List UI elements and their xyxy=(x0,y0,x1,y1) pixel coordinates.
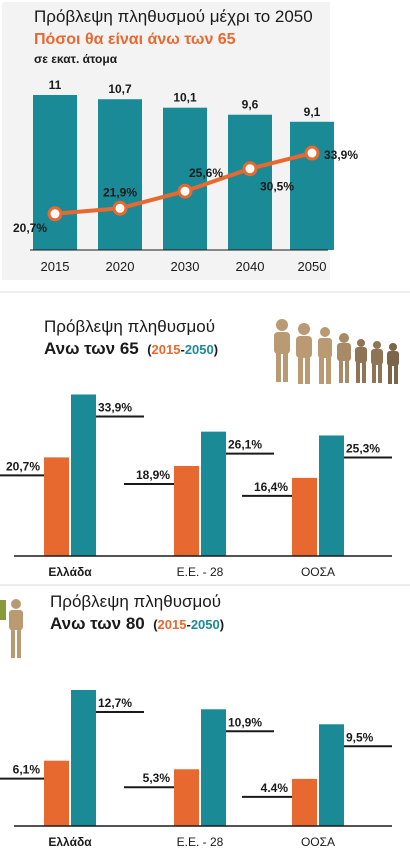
chart3-bars: 6,1% 12,7% 5,3% 10,9% 4.4% 9,5% xyxy=(0,690,392,826)
chart3-subtitle: Ανω των 80 xyxy=(50,614,145,633)
chart1-point-label-2030: 25,6% xyxy=(189,166,223,180)
chart3-label-2015-1: 5,3% xyxy=(143,771,171,785)
chart1-point-label-2015: 20,7% xyxy=(13,221,47,235)
chart2-label-2015-1: 18,9% xyxy=(136,468,170,482)
chart1-bar-label-2015: 11 xyxy=(49,78,62,92)
chart1-point-label-2020: 21,9% xyxy=(103,185,137,199)
chart2-range-open: ( xyxy=(147,342,152,357)
chart1-ticks: 2015 2020 2030 2040 2050 xyxy=(41,259,327,274)
chart2-label-2050-0: 33,9% xyxy=(98,400,132,414)
chart-over-65: Πρόβλεψη πληθυσμού Ανω των 65 (2015-2050… xyxy=(0,291,410,579)
chart3-range-start: 2015 xyxy=(158,617,187,632)
chart3-bar-2050-0 xyxy=(71,690,96,826)
chart2-categories: Ελλάδα Ε.Ε. - 28 ΟΟΣΑ xyxy=(48,565,335,579)
chart1-bar-label-2030: 10,1 xyxy=(173,91,197,105)
chart1-point-label-2050: 33,9% xyxy=(324,148,358,162)
chart3-bar-2015-2 xyxy=(292,778,317,826)
chart1-bars: 11 10,7 10,1 9,6 9,1 xyxy=(33,78,334,251)
chart2-bars: 20,7% 33,9% 18,9% 26,1% 16,4% 25,3% xyxy=(0,394,392,556)
chart1-unit: σε εκατ. άτομα xyxy=(34,52,118,66)
chart2-range-start: 2015 xyxy=(152,342,181,357)
chart1-tick-2015: 2015 xyxy=(41,259,70,274)
chart3-range-dash: - xyxy=(186,617,190,632)
chart3-label-2050-1: 10,9% xyxy=(228,715,262,729)
chart1-tick-2040: 2040 xyxy=(236,259,265,274)
chart3-bar-2015-1 xyxy=(174,769,199,826)
person-silhouette-icon xyxy=(0,599,23,658)
chart2-subtitle-line: Ανω των 65 (2015-2050) xyxy=(44,339,218,358)
chart3-category-2: ΟΟΣΑ xyxy=(301,835,335,849)
chart3-label-2015-2: 4.4% xyxy=(261,781,289,795)
chart1-point-2050 xyxy=(304,145,320,161)
chart3-category-0: Ελλάδα xyxy=(48,835,92,849)
chart3-bar-2050-1 xyxy=(201,709,226,826)
chart2-bar-2050-1 xyxy=(201,431,226,556)
chart2-category-2: ΟΟΣΑ xyxy=(301,565,335,579)
chart3-label-2050-0: 12,7% xyxy=(98,696,132,710)
chart2-range-end: 2050 xyxy=(185,342,214,357)
chart1-subtitle: Πόσοι θα είναι άνω των 65 xyxy=(34,31,236,48)
chart1-tick-2050: 2050 xyxy=(298,259,327,274)
chart2-range-dash: - xyxy=(180,342,184,357)
chart1-point-2020 xyxy=(112,200,128,216)
chart2-category-0: Ελλάδα xyxy=(48,565,92,579)
chart2-bar-2015-2 xyxy=(292,477,317,556)
chart2-label-2050-1: 26,1% xyxy=(228,438,262,452)
chart1-bar-label-2020: 10,7 xyxy=(108,82,132,96)
chart2-subtitle: Ανω των 65 xyxy=(44,339,139,358)
chart2-label-2015-2: 16,4% xyxy=(254,480,288,494)
chart-population-forecast: Πρόβλεψη πληθυσμού μέχρι το 2050 Πόσοι θ… xyxy=(2,2,358,280)
chart1-bar-2015 xyxy=(33,95,77,250)
chart3-range-end: 2050 xyxy=(191,617,220,632)
chart3-title: Πρόβλεψη πληθυσμού xyxy=(50,592,221,611)
chart1-bar-2030 xyxy=(163,107,207,250)
chart2-range-close: ) xyxy=(214,342,218,357)
chart-over-80: Πρόβλεψη πληθυσμού Ανω των 80 (2015-2050… xyxy=(0,584,410,849)
chart2-bar-2050-0 xyxy=(71,394,96,556)
chart1-bar-label-2050: 9,1 xyxy=(304,105,321,119)
chart1-line: 20,7% 21,9% 25,6% 30,5% 33,9% xyxy=(13,145,358,235)
chart2-bar-2050-2 xyxy=(319,435,344,556)
chart3-label-2050-2: 9,5% xyxy=(346,730,374,744)
people-silhouette-icon xyxy=(274,319,399,384)
chart2-bar-2015-0 xyxy=(44,457,69,556)
chart1-point-2030 xyxy=(177,183,193,199)
chart3-category-1: Ε.Ε. - 28 xyxy=(177,835,224,849)
chart2-title: Πρόβλεψη πληθυσμού xyxy=(44,317,215,336)
chart2-label-2015-0: 20,7% xyxy=(6,459,40,473)
chart3-label-2015-0: 6,1% xyxy=(13,763,41,777)
chart1-bar-label-2040: 9,6 xyxy=(242,98,259,112)
chart3-bar-2050-2 xyxy=(319,724,344,826)
chart2-bar-2015-1 xyxy=(174,465,199,556)
chart1-point-2015 xyxy=(47,206,63,222)
chart1-point-2040 xyxy=(242,161,258,177)
chart1-bar-2040 xyxy=(228,114,272,251)
chart1-bar-2020 xyxy=(98,99,142,251)
chart3-range-close: ) xyxy=(220,617,224,632)
chart3-range-open: ( xyxy=(153,617,158,632)
chart1-title: Πρόβλεψη πληθυσμού μέχρι το 2050 xyxy=(34,7,313,26)
chart1-bar-2050 xyxy=(290,121,334,250)
chart3-subtitle-line: Ανω των 80 (2015-2050) xyxy=(50,614,224,633)
chart3-categories: Ελλάδα Ε.Ε. - 28 ΟΟΣΑ xyxy=(48,835,335,849)
chart2-category-1: Ε.Ε. - 28 xyxy=(177,565,224,579)
chart2-label-2050-2: 25,3% xyxy=(346,441,380,455)
chart1-tick-2020: 2020 xyxy=(106,259,135,274)
chart3-bar-2015-0 xyxy=(44,760,69,826)
chart1-point-label-2040: 30,5% xyxy=(260,180,294,194)
chart1-tick-2030: 2030 xyxy=(171,259,200,274)
